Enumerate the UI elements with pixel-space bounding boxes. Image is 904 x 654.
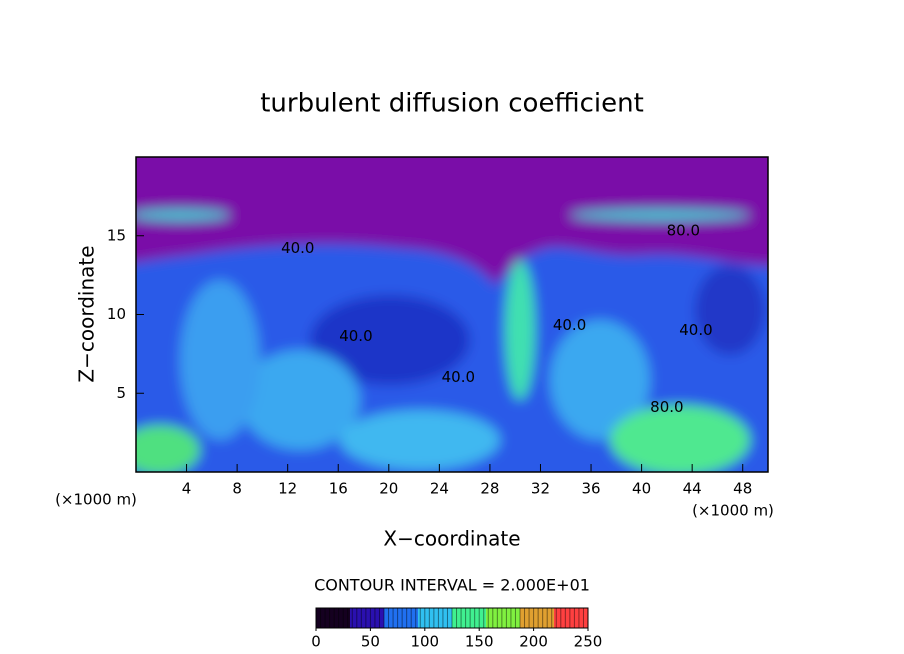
x-tick-label: 36 [581, 480, 600, 498]
x-tick-label: 8 [232, 480, 242, 498]
y-tick-label: 10 [107, 305, 126, 323]
colorbar-swatch [384, 608, 419, 628]
colorbar-tick-label: 200 [519, 633, 548, 651]
y-tick-label: 5 [116, 384, 126, 402]
x-unit: (×1000 m) [55, 491, 137, 509]
x-axis-label: X−coordinate [383, 527, 520, 551]
colorbar-swatch [350, 608, 385, 628]
colorbar-swatch [520, 608, 555, 628]
x-tick-label: 48 [733, 480, 752, 498]
colorbar-tick-label: 100 [410, 633, 439, 651]
contour-label: 40.0 [442, 368, 475, 386]
field [136, 157, 768, 472]
x-tick-label: 16 [329, 480, 348, 498]
x-tick-label: 44 [683, 480, 702, 498]
x-tick-label: 40 [632, 480, 651, 498]
contour-interval: CONTOUR INTERVAL = 2.000E+01 [314, 576, 590, 595]
x-tick-label: 12 [278, 480, 297, 498]
contour-label: 80.0 [667, 222, 700, 240]
colorbar-swatch [554, 608, 589, 628]
contour-label: 40.0 [281, 239, 314, 257]
colorbar-swatch [316, 608, 351, 628]
contour-label: 40.0 [339, 327, 372, 345]
colorbar-swatch [418, 608, 453, 628]
chart-title: turbulent diffusion coefficient [260, 89, 644, 119]
x-tick-label: 20 [379, 480, 398, 498]
x-tick-label: 24 [430, 480, 449, 498]
x-tick-label: 32 [531, 480, 550, 498]
colorbar-tick-label: 0 [311, 633, 321, 651]
contour-label: 80.0 [650, 398, 683, 416]
colorbar-tick-label: 150 [465, 633, 494, 651]
colorbar-tick-label: 250 [574, 633, 603, 651]
contour-label: 40.0 [553, 316, 586, 334]
x-tick-label: 28 [480, 480, 499, 498]
colorbar-frame [315, 607, 589, 629]
x-tick-label: 4 [182, 480, 192, 498]
colorbar-tick-label: 50 [361, 633, 380, 651]
y-tick-label: 15 [107, 226, 126, 244]
contour-label: 40.0 [679, 321, 712, 339]
y-axis-label: Z−coordinate [75, 245, 99, 382]
colorbar-swatch [486, 608, 521, 628]
x-unit: (×1000 m) [692, 502, 774, 520]
colorbar-swatch [452, 608, 487, 628]
